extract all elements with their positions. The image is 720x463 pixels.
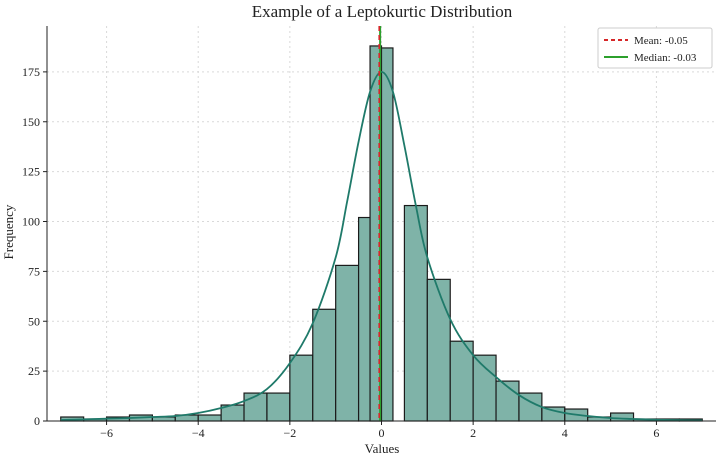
x-tick-label: −2 — [283, 426, 296, 440]
histogram-bar — [335, 264, 360, 422]
kde-curve-layer — [60, 70, 703, 422]
y-tick-label: 25 — [28, 364, 40, 378]
histogram-bar — [380, 47, 394, 422]
legend: Mean: -0.05 Median: -0.03 — [597, 27, 713, 69]
histogram-bar — [472, 354, 497, 422]
histogram-bar — [426, 278, 451, 422]
y-tick-label: 175 — [22, 65, 40, 79]
histogram-bar — [289, 354, 314, 422]
x-tick-label: −4 — [192, 426, 205, 440]
chart-title: Example of a Leptokurtic Distribution — [252, 2, 513, 21]
y-tick-label: 100 — [22, 215, 40, 229]
histogram-bars — [60, 45, 703, 422]
histogram-bar — [312, 308, 337, 422]
y-tick-label: 0 — [34, 414, 40, 428]
x-axis-label: Values — [365, 441, 400, 456]
legend-label: Median: -0.03 — [634, 52, 697, 64]
histogram-bar — [243, 392, 268, 422]
legend-label: Mean: -0.05 — [634, 35, 688, 47]
x-tick-label: 4 — [562, 426, 568, 440]
kde-curve — [60, 70, 703, 422]
y-tick-label: 125 — [22, 165, 40, 179]
y-tick-label: 150 — [22, 115, 40, 129]
histogram-bar — [403, 204, 428, 422]
x-tick-label: 0 — [379, 426, 385, 440]
x-tick-label: −6 — [100, 426, 113, 440]
histogram-bar — [197, 414, 222, 422]
histogram-bar — [449, 340, 474, 422]
x-tick-label: 6 — [653, 426, 659, 440]
histogram-bar — [610, 412, 635, 422]
y-tick-label: 50 — [28, 314, 40, 328]
axes: 0 25 50 75 100 125 150 175 −6 −4 −2 0 2 4 6 — [22, 26, 716, 440]
x-tick-label: 2 — [470, 426, 476, 440]
y-axis-label: Frequency — [1, 204, 16, 259]
grid-lines — [47, 26, 716, 422]
histogram-bar — [266, 392, 291, 422]
reference-lines — [378, 26, 382, 421]
y-tick-label: 75 — [28, 264, 40, 278]
